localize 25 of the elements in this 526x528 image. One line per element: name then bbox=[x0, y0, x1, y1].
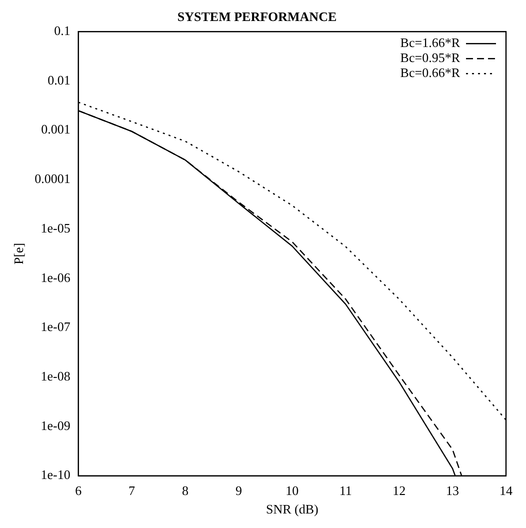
x-tick-label: 10 bbox=[286, 483, 299, 498]
y-tick-label: 0.0001 bbox=[34, 171, 70, 186]
y-tick-label: 0.1 bbox=[54, 23, 70, 38]
legend-label: Bc=0.95*R bbox=[400, 50, 460, 66]
x-tick-label: 11 bbox=[339, 483, 352, 498]
x-tick-label: 13 bbox=[446, 483, 460, 498]
chart-title: SYSTEM PERFORMANCE bbox=[177, 9, 337, 24]
x-tick-label: 8 bbox=[182, 483, 189, 498]
legend-label: Bc=0.66*R bbox=[400, 65, 460, 80]
x-tick-label: 14 bbox=[500, 483, 513, 498]
y-axis-title: P[e] bbox=[11, 242, 26, 265]
y-tick-label: 1e-06 bbox=[40, 270, 71, 285]
x-tick-label: 7 bbox=[128, 483, 136, 498]
y-tick-label: 1e-07 bbox=[40, 319, 71, 334]
y-tick-label: 0.001 bbox=[41, 122, 70, 137]
y-tick-label: 1e-05 bbox=[40, 220, 70, 236]
x-tick-label: 9 bbox=[235, 483, 242, 498]
x-axis-title: SNR (dB) bbox=[266, 502, 318, 517]
y-tick-label: 1e-08 bbox=[40, 368, 70, 384]
y-tick-label: 1e-09 bbox=[40, 418, 70, 433]
x-tick-label: 6 bbox=[75, 483, 82, 498]
x-tick-label: 12 bbox=[392, 483, 406, 498]
legend-label: Bc=1.66*R bbox=[400, 35, 460, 50]
y-tick-label: 0.01 bbox=[48, 72, 70, 88]
y-tick-label: 1e-10 bbox=[40, 467, 70, 482]
